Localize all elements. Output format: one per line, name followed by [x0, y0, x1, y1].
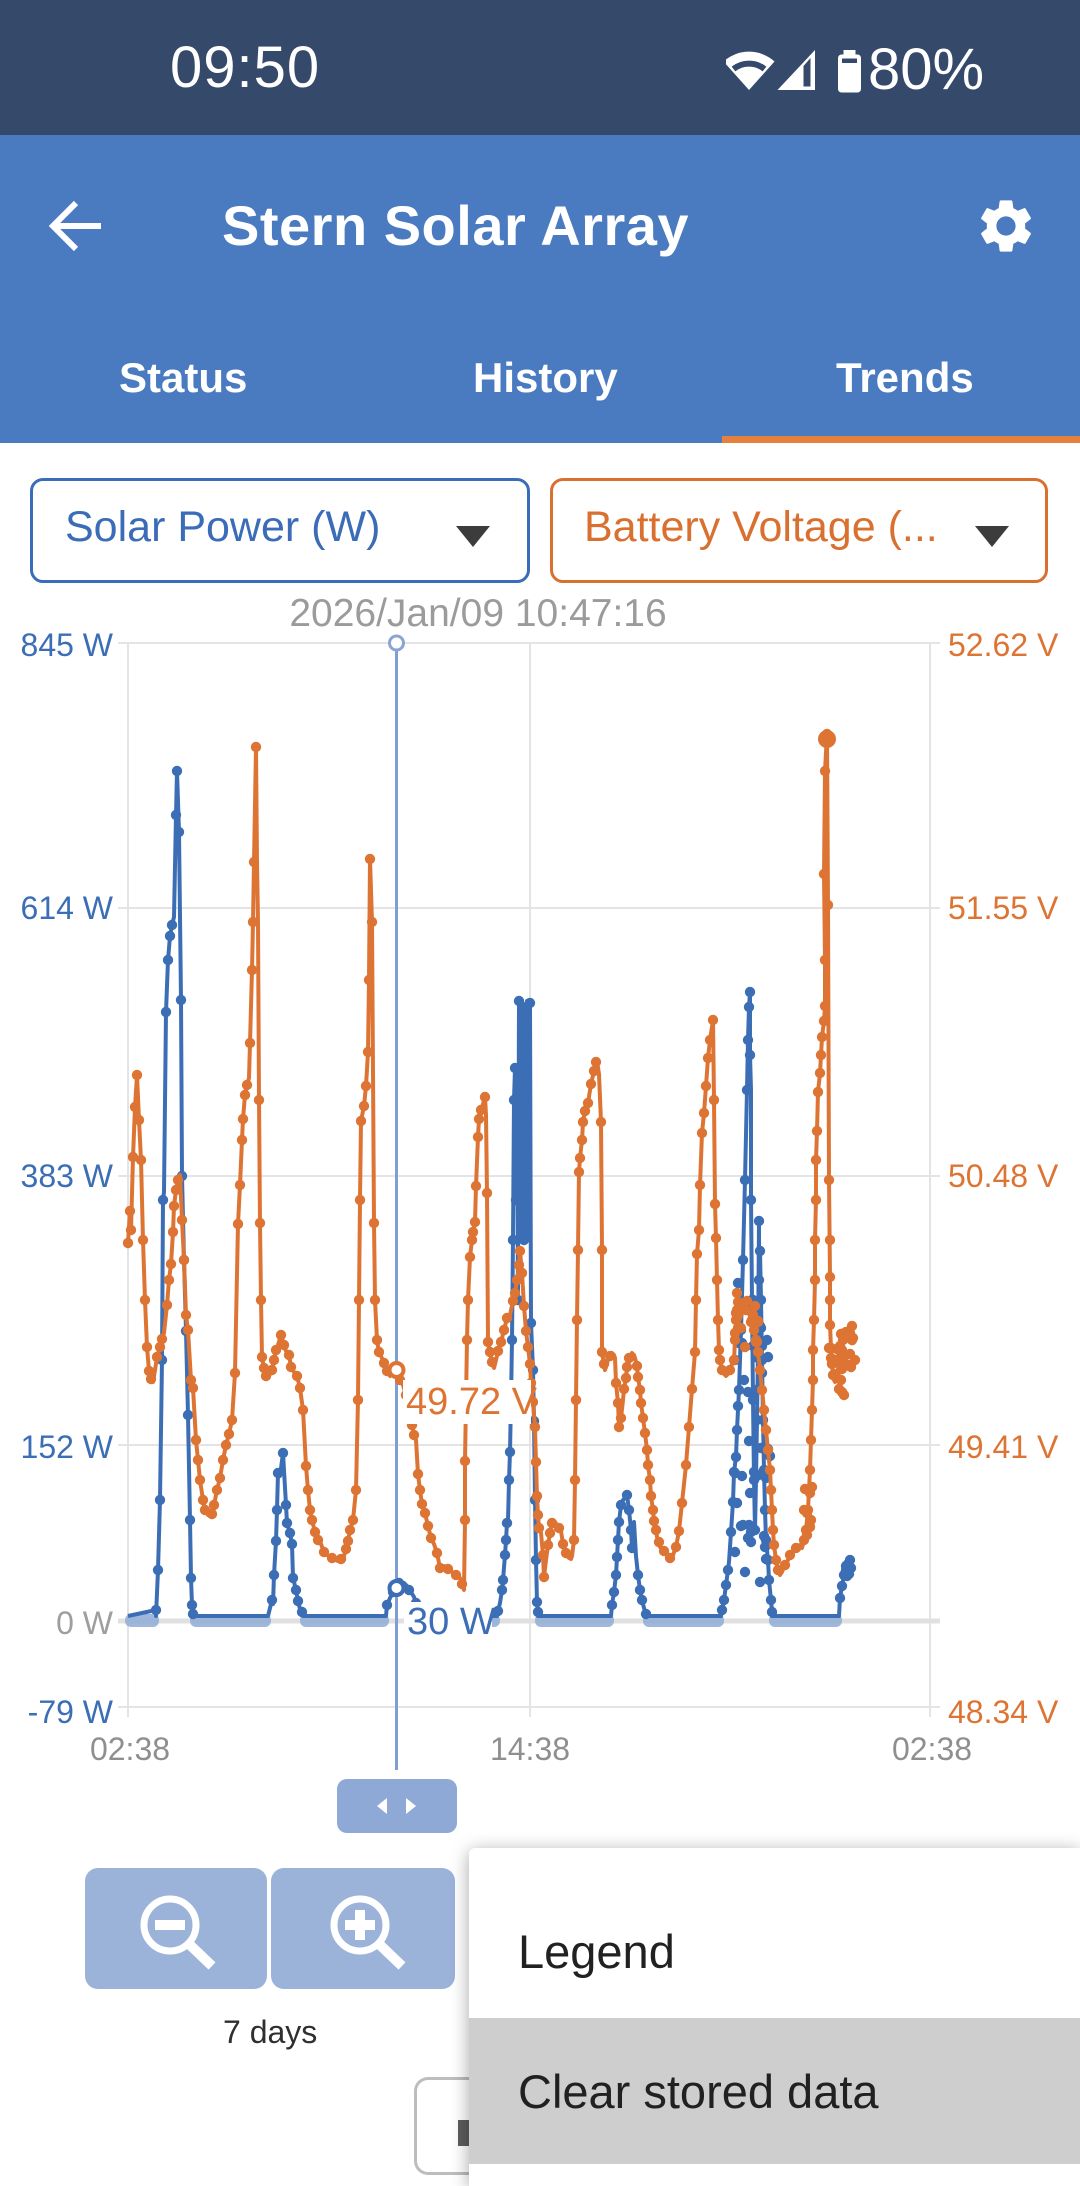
svg-text:152 W: 152 W [21, 1429, 114, 1465]
svg-text:50.48 V: 50.48 V [948, 1158, 1059, 1194]
svg-text:2026/Jan/09 10:47:16: 2026/Jan/09 10:47:16 [289, 592, 666, 635]
svg-text:51.55 V: 51.55 V [948, 890, 1059, 926]
svg-text:02:38: 02:38 [892, 1731, 972, 1767]
svg-text:02:38: 02:38 [90, 1731, 170, 1767]
svg-text:845 W: 845 W [21, 627, 114, 663]
svg-text:0 W: 0 W [56, 1605, 114, 1641]
svg-text:383 W: 383 W [21, 1158, 114, 1194]
svg-text:-79 W: -79 W [28, 1694, 114, 1730]
svg-text:49.41 V: 49.41 V [948, 1429, 1059, 1465]
svg-text:614 W: 614 W [21, 890, 114, 926]
svg-text:30 W: 30 W [407, 1601, 496, 1643]
svg-text:52.62 V: 52.62 V [948, 627, 1059, 663]
svg-text:49.72 V: 49.72 V [406, 1381, 538, 1423]
svg-text:48.34 V: 48.34 V [948, 1694, 1059, 1730]
svg-text:14:38: 14:38 [490, 1731, 570, 1767]
